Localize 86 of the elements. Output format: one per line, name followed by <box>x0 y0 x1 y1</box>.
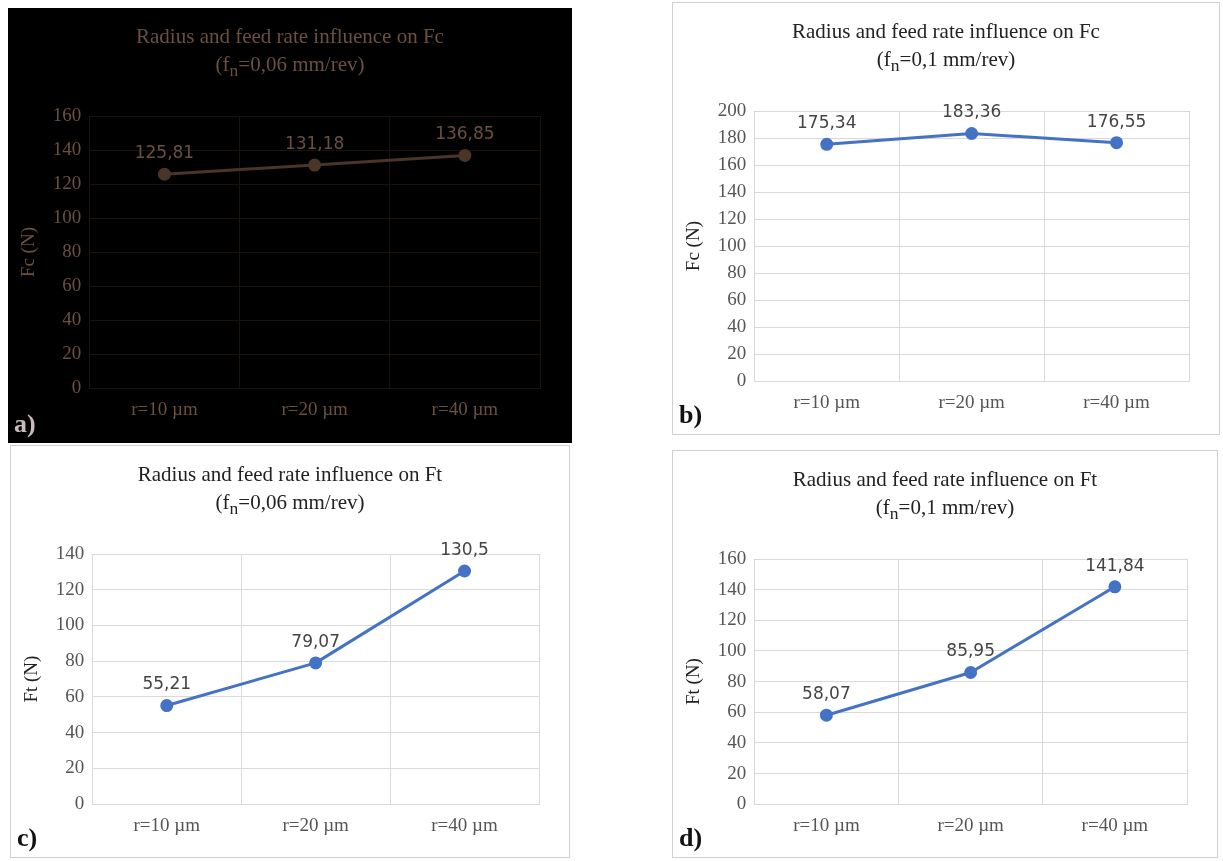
y-tick-label: 20 <box>62 342 82 364</box>
y-tick-label: 80 <box>727 669 747 691</box>
data-label: 175,34 <box>797 112 857 133</box>
x-tick-label: r=10 µm <box>133 813 201 835</box>
y-tick-label: 120 <box>717 207 747 229</box>
x-tick-label: r=10 µm <box>793 390 861 412</box>
y-tick-label: 60 <box>65 684 85 706</box>
y-axis-title: Fc (N) <box>17 227 40 278</box>
data-label: 130,5 <box>440 538 489 559</box>
y-tick-label: 180 <box>717 126 747 147</box>
y-tick-label: 120 <box>55 577 85 599</box>
point <box>157 167 171 181</box>
point <box>964 665 978 679</box>
x-tick-label: r=20 µm <box>281 397 349 419</box>
data-label: 125,81 <box>134 142 195 163</box>
y-tick-label: 80 <box>62 240 82 262</box>
data-label: 85,95 <box>946 640 995 661</box>
y-tick-label: 100 <box>717 234 747 256</box>
x-tick-label: r=20 µm <box>938 390 1006 412</box>
x-tick-label: r=10 µm <box>131 397 198 419</box>
y-tick-label: 20 <box>727 342 747 364</box>
chart-subtitle: (f$_{n}$=0,1 mm/rev) <box>875 495 1015 524</box>
data-label: 136,85 <box>435 123 495 144</box>
y-tick-label: 140 <box>717 180 747 202</box>
y-axis-title: Ft (N) <box>20 655 43 703</box>
chart-subtitle: (f$_{n}$=0,06 mm/rev) <box>215 490 365 519</box>
data-label: 55,21 <box>142 673 192 694</box>
point <box>309 656 323 670</box>
text: d) <box>679 823 703 853</box>
y-tick-label: 60 <box>62 274 82 296</box>
y-tick-label: 0 <box>71 376 82 398</box>
data-label: 141,84 <box>1085 554 1145 575</box>
data-label: 131,18 <box>284 132 345 153</box>
y-tick-label: 140 <box>55 541 85 563</box>
y-tick-label: 160 <box>717 153 747 175</box>
data-label: 183,36 <box>941 101 1002 122</box>
chart-subtitle: (f$_{n}$=0,06 mm/rev) <box>215 52 365 81</box>
data-label: 176,55 <box>1086 110 1147 131</box>
x-tick-label: r=40 µm <box>1083 390 1151 412</box>
y-tick-label: 40 <box>65 720 85 742</box>
point <box>819 708 833 722</box>
x-tick-label: r=40 µm <box>1081 813 1149 835</box>
x-tick-label: r=40 µm <box>431 813 499 835</box>
y-axis-title: Fc (N) <box>682 221 705 272</box>
point <box>458 564 472 578</box>
point <box>458 148 472 162</box>
point <box>308 158 322 172</box>
y-tick-label: 100 <box>52 206 82 228</box>
y-tick-label: 20 <box>727 761 747 783</box>
y-tick-label: 160 <box>52 103 82 125</box>
x-tick-label: r=20 µm <box>282 813 350 835</box>
y-tick-label: 100 <box>55 613 85 635</box>
y-tick-label: 40 <box>727 730 747 752</box>
point <box>160 699 174 713</box>
data-label: 58,07 <box>802 683 851 704</box>
y-tick-label: 60 <box>727 288 747 310</box>
y-axis-title: Ft (N) <box>682 658 705 706</box>
y-tick-label: 0 <box>74 792 85 814</box>
text: b) <box>679 400 703 430</box>
y-tick-label: 20 <box>65 756 85 778</box>
y-tick-label: 140 <box>717 577 747 599</box>
y-tick-label: 0 <box>736 369 747 391</box>
y-tick-label: 140 <box>52 138 82 160</box>
y-tick-label: 100 <box>717 638 747 660</box>
text: a) <box>14 409 36 439</box>
chart-title: Radius and feed rate influence on Fc <box>136 24 444 48</box>
y-tick-label: 160 <box>717 546 747 568</box>
y-tick-label: 120 <box>717 608 747 630</box>
y-tick-label: 0 <box>736 792 747 814</box>
chart-title: Radius and feed rate influence on Ft <box>792 467 1098 491</box>
text: c) <box>17 823 38 853</box>
x-tick-label: r=40 µm <box>431 397 499 419</box>
x-tick-label: r=20 µm <box>937 813 1005 835</box>
y-tick-label: 200 <box>717 98 747 120</box>
y-tick-label: 120 <box>52 172 82 194</box>
chart-subtitle: (f$_{n}$=0,1 mm/rev) <box>876 47 1016 76</box>
y-tick-label: 80 <box>727 261 747 283</box>
y-tick-label: 80 <box>65 649 85 671</box>
x-tick-label: r=10 µm <box>793 813 860 835</box>
y-tick-label: 60 <box>727 700 747 722</box>
y-tick-label: 40 <box>727 315 747 337</box>
chart-title: Radius and feed rate influence on Ft <box>137 462 443 486</box>
y-tick-label: 40 <box>62 308 82 330</box>
chart-title: Radius and feed rate influence on Fc <box>792 19 1100 43</box>
point <box>1108 580 1122 594</box>
data-label: 79,07 <box>291 630 340 651</box>
